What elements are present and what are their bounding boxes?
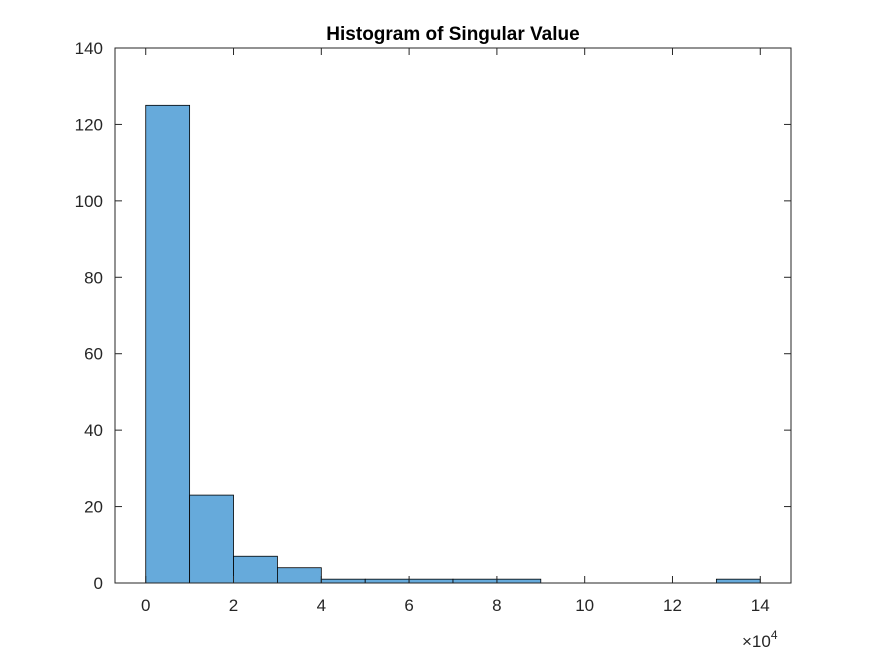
chart-title: Histogram of Singular Value xyxy=(326,24,579,45)
y-tick-label: 0 xyxy=(94,574,103,593)
y-tick-label: 40 xyxy=(84,421,103,440)
y-tick-label: 60 xyxy=(84,345,103,364)
histogram-bar xyxy=(320,578,366,584)
x-multiplier-exponent: 4 xyxy=(771,628,778,642)
histogram-bar xyxy=(496,578,542,584)
x-tick-label: 6 xyxy=(404,596,413,615)
y-tick-label: 100 xyxy=(75,192,103,211)
x-ticks-group: 0 2 4 6 8 10 12 14 xyxy=(141,48,770,615)
histogram-bar xyxy=(715,578,761,584)
x-multiplier-label: ×104 xyxy=(742,628,778,651)
y-tick-label: 120 xyxy=(75,115,103,134)
y-tick-label: 20 xyxy=(84,498,103,517)
histogram-bar xyxy=(145,104,191,584)
x-tick-label: 4 xyxy=(317,596,326,615)
histogram-bar xyxy=(233,555,278,584)
y-tick-label: 80 xyxy=(84,268,103,287)
x-multiplier-base: ×10 xyxy=(742,632,771,651)
bars-group xyxy=(145,104,761,584)
histogram-bar xyxy=(452,578,498,584)
histogram-bar xyxy=(364,578,410,584)
x-tick-label: 0 xyxy=(141,596,150,615)
histogram-bar xyxy=(408,578,454,584)
x-tick-label: 14 xyxy=(751,596,770,615)
histogram-bar xyxy=(189,494,234,584)
y-ticks-group: 0 20 40 60 80 100 120 140 xyxy=(75,39,791,593)
x-tick-label: 10 xyxy=(575,596,594,615)
axes-box xyxy=(114,47,792,584)
axes-group xyxy=(114,47,792,584)
x-tick-label: 12 xyxy=(663,596,682,615)
x-tick-label: 2 xyxy=(229,596,238,615)
y-tick-label: 140 xyxy=(75,39,103,58)
x-tick-label: 8 xyxy=(492,596,501,615)
histogram-bar xyxy=(277,567,322,584)
